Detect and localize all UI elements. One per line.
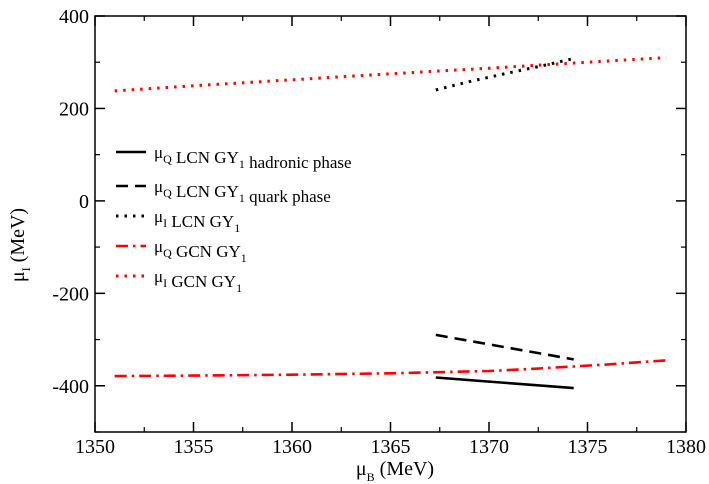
y-tick-label: -200 (52, 283, 89, 305)
x-tick-label: 1370 (469, 436, 509, 458)
series-line-2 (435, 333, 574, 361)
legend-text-part: μ (154, 177, 163, 196)
series-line-4 (114, 359, 667, 378)
legend-subscript: 1 (239, 191, 245, 205)
x-tick-label: 1375 (568, 436, 608, 458)
y-axis-label-part: (MeV) (7, 208, 29, 267)
legend-subscript: 1 (239, 157, 245, 171)
legend-label-1: μQ LCN GY1 hadronic phase (154, 143, 352, 172)
legend-label-3: μI LCN GY1 (154, 207, 240, 235)
series-line-3 (435, 57, 575, 92)
series-line-1 (435, 376, 574, 390)
x-tick-label: 1355 (174, 436, 214, 458)
legend-text-part: μ (154, 237, 163, 256)
legend-subscript: Q (163, 152, 172, 166)
legend-subscript: Q (163, 186, 172, 200)
x-axis-label-part: μ (356, 458, 367, 480)
y-tick-label: 200 (59, 98, 89, 120)
legend-subscript: 1 (241, 251, 247, 265)
series-layer (114, 56, 667, 390)
y-tick-label: -400 (52, 376, 89, 398)
legend-text-part: quark phase (245, 187, 331, 206)
legend-text-part: LCN GY (172, 182, 239, 201)
legend-subscript: I (163, 276, 167, 290)
legend-text-part: GCN GY (167, 272, 236, 291)
legend-label-5: μI GCN GY1 (154, 267, 242, 295)
x-tick-label: 1380 (666, 436, 706, 458)
legend-subscript: 1 (234, 221, 240, 235)
legend-text-part: μ (154, 267, 163, 286)
x-axis-label-part: (MeV) (375, 458, 434, 480)
x-axis-label: μB (MeV) (356, 458, 434, 484)
axis-labels: μB (MeV)μI (MeV) (7, 208, 434, 484)
y-axis-label-subscript: I (19, 267, 33, 271)
x-tick-label: 1365 (371, 436, 411, 458)
legend-subscript: 1 (236, 281, 242, 295)
legend-label-4: μQ GCN GY1 (154, 237, 247, 265)
legend-text-part: GCN GY (172, 242, 241, 261)
y-tick-label: 0 (79, 191, 89, 213)
x-axis-label-subscript: B (367, 470, 375, 484)
x-tick-label: 1360 (272, 436, 312, 458)
legend-text-part: μ (154, 207, 163, 226)
y-axis-label: μI (MeV) (7, 208, 33, 282)
legend-subscript: Q (163, 246, 172, 260)
x-tick-label: 1350 (75, 436, 115, 458)
y-tick-label: 400 (59, 6, 89, 28)
legend-text-part: LCN GY (167, 212, 234, 231)
legend-text-part: μ (154, 143, 163, 162)
legend-label-2: μQ LCN GY1 quark phase (154, 177, 331, 206)
y-axis-label-part: μ (7, 271, 29, 282)
legend-text-part: LCN GY (172, 148, 239, 167)
series-line-5 (114, 56, 667, 93)
legend-subscript: I (163, 216, 167, 230)
legend-text-part: hadronic phase (245, 153, 352, 172)
ticks-layer: 1350 1355 1360 1365 1370 1375 1380 -400 -200 0 200… (52, 6, 706, 458)
